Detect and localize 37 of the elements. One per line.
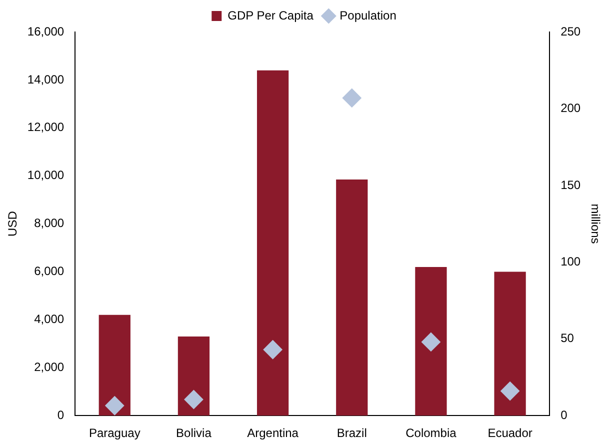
x-tick-label: Bolivia [176, 426, 212, 440]
bar [256, 70, 289, 416]
x-tick-label: Brazil [336, 426, 367, 440]
y-tick-label: 8,000 [34, 216, 64, 230]
x-tick-label: Colombia [406, 426, 457, 440]
y-tick-label: 6,000 [34, 264, 64, 278]
y2-tick-label: 200 [560, 101, 581, 116]
y2-tick-label: 0 [560, 408, 568, 422]
point [500, 382, 520, 401]
y-tick-label: 16,000 [27, 24, 64, 38]
y2-axis-title: millions [588, 204, 602, 244]
point [105, 396, 124, 416]
y-tick-label: 14,000 [27, 72, 64, 86]
legend-label: GDP Per Capita [228, 8, 314, 22]
x-tick-label: Ecuador [488, 426, 532, 440]
y2-tick-label: 150 [560, 178, 581, 192]
bar [336, 179, 368, 416]
y2-tick-label: 50 [560, 331, 574, 346]
y-tick-label: 12,000 [27, 120, 64, 134]
bar [178, 336, 210, 416]
bar [98, 314, 130, 416]
x-tick-label: Paraguay [88, 426, 140, 440]
point [421, 332, 440, 352]
point [184, 390, 204, 409]
y-tick-label: 10,000 [27, 168, 64, 182]
y-tick-label: 0 [57, 408, 64, 422]
y-tick-label: 4,000 [34, 312, 64, 326]
x-tick-label: Argentina [247, 426, 299, 440]
y-axis-title: USD [6, 210, 20, 236]
legend-label: Population [340, 8, 396, 22]
point [263, 340, 282, 360]
bar [494, 272, 526, 416]
y-tick-label: 2,000 [34, 360, 64, 374]
y2-tick-label: 250 [560, 24, 581, 38]
point [342, 88, 362, 108]
y2-tick-label: 100 [560, 254, 581, 268]
bar [415, 266, 447, 416]
